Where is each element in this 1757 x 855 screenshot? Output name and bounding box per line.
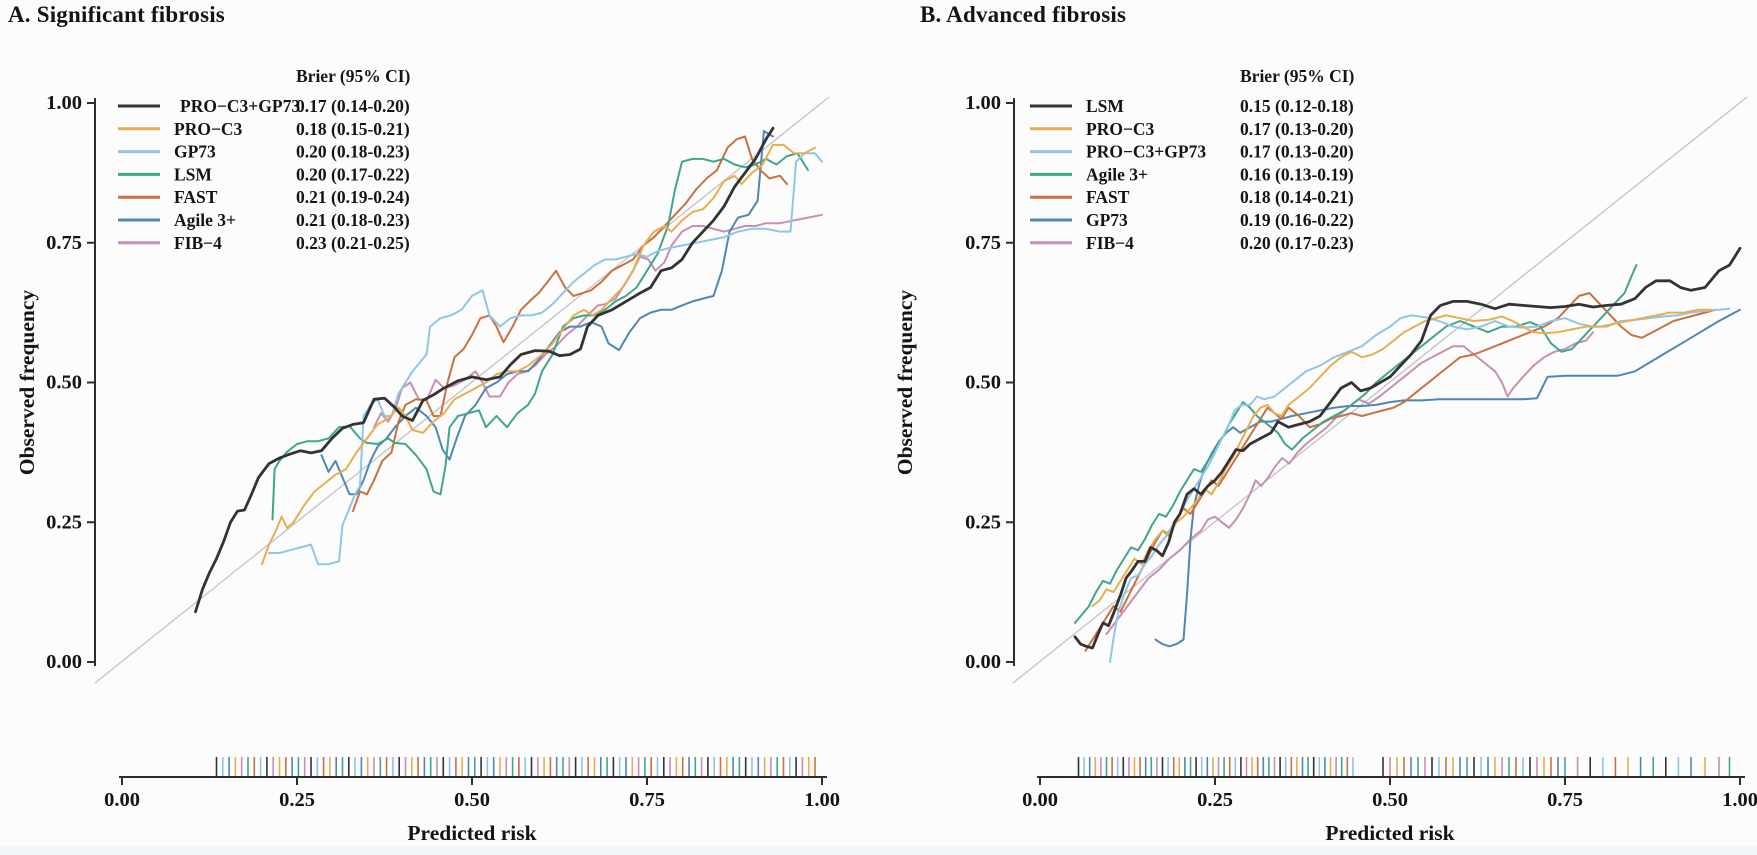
y-axis-title: Observed frequency (15, 290, 39, 476)
y-tick-label: 0.50 (965, 372, 1001, 394)
series-line-gp73 (268, 152, 823, 566)
series-line-pro-c3 (1091, 308, 1713, 608)
legend-brier-fast: 0.21 (0.19-0.24) (296, 187, 410, 207)
legend-label-agile-3: Agile 3+ (174, 210, 236, 230)
legend-label-gp73: GP73 (1086, 210, 1128, 230)
diagonal-reference-line (1012, 96, 1748, 684)
legend-label-lsm: LSM (1086, 96, 1124, 116)
y-tick-label: 0.75 (965, 232, 1001, 254)
legend-brier-pro-c3: 0.18 (0.15-0.21) (296, 119, 410, 139)
series-line-lsm (271, 152, 809, 521)
legend-brier-pro-c3: 0.17 (0.13-0.20) (1240, 119, 1354, 139)
series-line-pro-c3 (261, 143, 816, 566)
y-tick-label: 0.00 (965, 651, 1001, 673)
y-tick-label: 0.25 (46, 511, 82, 533)
legend-brier-lsm: 0.20 (0.17-0.22) (296, 164, 410, 184)
legend-brier-lsm: 0.15 (0.12-0.18) (1240, 96, 1354, 116)
x-tick-label: 0.00 (1022, 789, 1058, 811)
x-axis-title: Predicted risk (407, 821, 536, 845)
bottom-strip (0, 846, 1757, 855)
series-line-fib-4 (1105, 331, 1594, 635)
x-tick-label: 1.00 (804, 789, 840, 811)
series-line-agile-3 (1074, 264, 1638, 624)
y-tick-label: 0.00 (46, 651, 82, 673)
legend-brier-agile-3: 0.16 (0.13-0.19) (1240, 164, 1354, 184)
legend-label-pro-c3: PRO−C3 (1086, 119, 1155, 139)
legend-brier-fib-4: 0.20 (0.17-0.23) (1240, 233, 1354, 253)
x-tick-label: 0.50 (454, 789, 490, 811)
x-tick-label: 0.25 (1197, 789, 1233, 811)
legend-brier-gp73: 0.20 (0.18-0.23) (296, 142, 410, 162)
series-line-fast (1084, 292, 1717, 652)
series-line-fast (352, 135, 788, 513)
legend-label-pro-c3-gp73: PRO−C3+GP73 (1086, 142, 1206, 162)
series-line-agile-3 (320, 130, 774, 496)
legend-brier-gp73: 0.19 (0.16-0.22) (1240, 210, 1354, 230)
x-tick-label: 0.00 (104, 789, 140, 811)
x-tick-label: 0.50 (1372, 789, 1408, 811)
diagonal-reference-line (94, 96, 830, 684)
legend-label-fast: FAST (174, 187, 218, 207)
legend-brier-fast: 0.18 (0.14-0.21) (1240, 187, 1354, 207)
legend-brier-pro-c3-gp73: 0.17 (0.14-0.20) (296, 96, 410, 116)
series-line-pro-c3-gp73 (194, 126, 775, 614)
x-axis-title: Predicted risk (1325, 821, 1454, 845)
legend-brier-agile-3: 0.21 (0.18-0.23) (296, 210, 410, 230)
y-tick-label: 1.00 (965, 92, 1001, 114)
series-line-gp73 (1154, 308, 1741, 648)
series-line-pro-c3-gp73 (1109, 307, 1731, 663)
x-tick-label: 0.75 (1547, 789, 1583, 811)
y-tick-label: 0.75 (46, 232, 82, 254)
legend-label-pro-c3: PRO−C3 (174, 119, 243, 139)
y-axis-title: Observed frequency (893, 290, 917, 476)
series-line-fib-4 (373, 213, 823, 429)
panel-b-title: B. Advanced fibrosis (920, 2, 1127, 27)
legend-label-fast: FAST (1086, 187, 1130, 207)
legend-brier-fib-4: 0.23 (0.21-0.25) (296, 233, 410, 253)
legend-label-fib-4: FIB−4 (1086, 233, 1134, 253)
x-tick-label: 0.25 (279, 789, 315, 811)
y-tick-label: 0.25 (965, 511, 1001, 533)
legend-label-lsm: LSM (174, 164, 212, 184)
series-line-lsm (1073, 246, 1742, 650)
panel-b-advanced-fibrosis: B. Advanced fibrosis 0.00 0.25 0.50 0.75 1.0… (878, 0, 1757, 847)
legend-header: Brier (95% CI) (1240, 66, 1355, 86)
legend-label-fib-4: FIB−4 (174, 233, 222, 253)
legend-label-gp73: GP73 (174, 142, 216, 162)
y-tick-label: 1.00 (46, 92, 82, 114)
x-tick-label: 0.75 (629, 789, 665, 811)
legend-label-pro-c3-gp73: PRO−C3+GP73 (180, 96, 300, 116)
panel-a-title: A. Significant fibrosis (8, 2, 225, 27)
x-tick-label: 1.00 (1722, 789, 1757, 811)
calibration-plot-advanced-fibrosis: 0.00 0.25 0.50 0.75 1.00 0.00 0.25 0.50 0.75 1.00… (893, 66, 1757, 845)
y-tick-label: 0.50 (46, 372, 82, 394)
legend-brier-pro-c3-gp73: 0.17 (0.13-0.20) (1240, 142, 1354, 162)
legend-label-agile-3: Agile 3+ (1086, 164, 1148, 184)
calibration-plot-significant-fibrosis: 0.00 0.25 0.50 0.75 1.00 0.00 0.25 0.50 0.75 1.00… (15, 66, 840, 845)
legend-header: Brier (95% CI) (296, 66, 411, 86)
panel-a-significant-fibrosis: A. Significant fibrosis 0.00 0.25 0.50 0.75… (0, 0, 879, 847)
